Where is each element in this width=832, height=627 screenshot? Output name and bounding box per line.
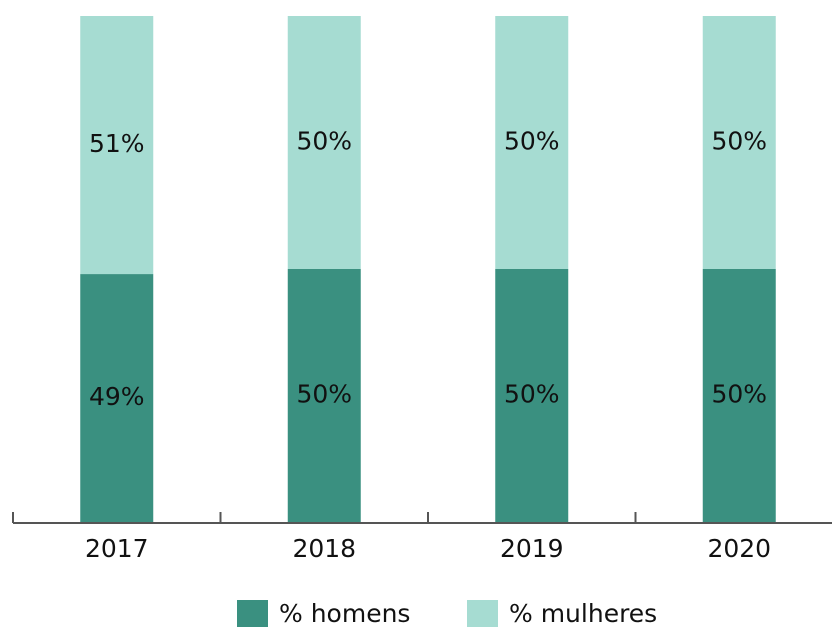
data-label: 50% xyxy=(296,380,352,409)
bar-segment xyxy=(80,274,154,522)
legend-swatch xyxy=(467,600,498,627)
data-label: 50% xyxy=(711,380,767,409)
x-tick-label: 2020 xyxy=(707,534,771,563)
data-label: 51% xyxy=(89,129,145,158)
bar-segment xyxy=(702,269,776,522)
legend-label: % mulheres xyxy=(509,599,657,627)
data-label: 49% xyxy=(89,382,145,411)
x-tick-label: 2017 xyxy=(85,534,149,563)
bar-segment xyxy=(287,16,361,269)
data-label: 50% xyxy=(296,127,352,156)
data-label: 50% xyxy=(711,127,767,156)
bar-segment xyxy=(495,269,569,522)
legend-swatch xyxy=(237,600,268,627)
data-label: 50% xyxy=(504,127,560,156)
bar-segment xyxy=(495,16,569,269)
bar-segment xyxy=(80,16,154,275)
x-tick-label: 2018 xyxy=(292,534,356,563)
x-tick-label: 2019 xyxy=(500,534,564,563)
data-label: 50% xyxy=(504,380,560,409)
legend-label: % homens xyxy=(279,599,410,627)
bar-segment xyxy=(702,16,776,269)
bar-segment xyxy=(287,269,361,522)
